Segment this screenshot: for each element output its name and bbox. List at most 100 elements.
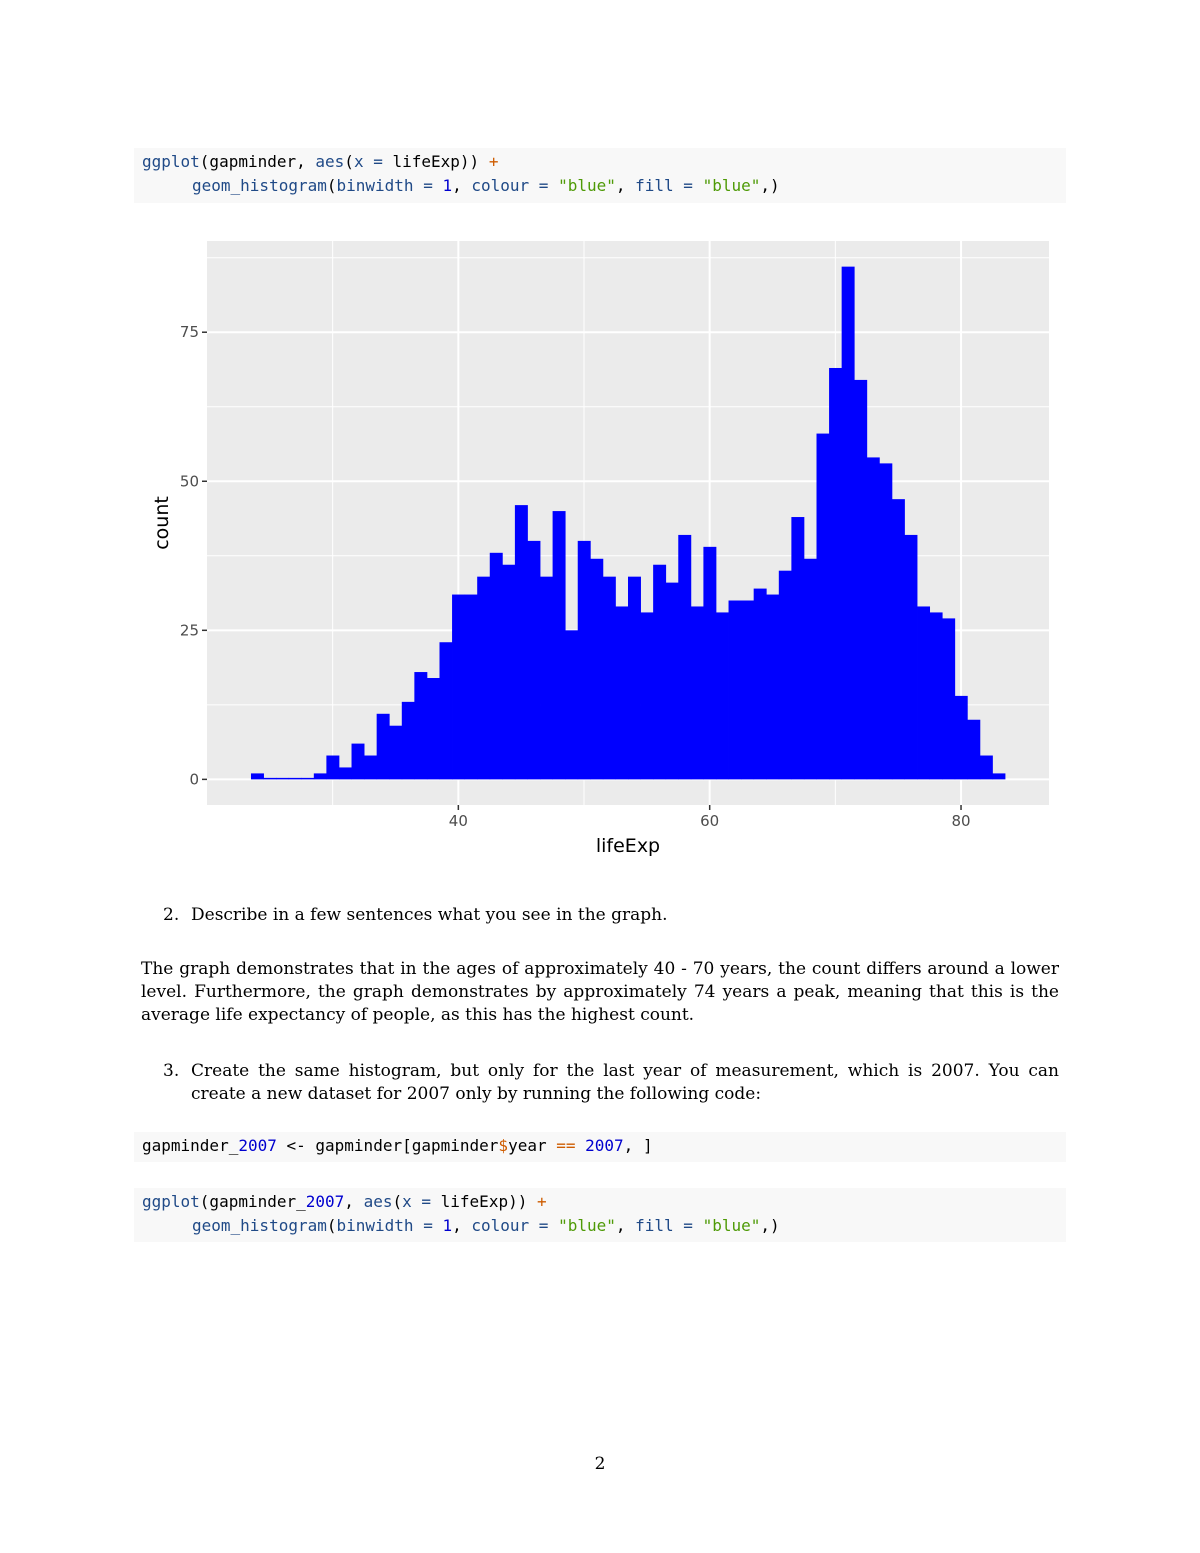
x-tick-label: 80 — [951, 812, 970, 830]
code-token: colour = — [471, 176, 549, 195]
code-token — [548, 1216, 558, 1235]
histogram-bar — [414, 672, 428, 780]
code-token: aes — [363, 1192, 393, 1211]
code-token: ,) — [760, 176, 780, 195]
code-token: ( — [326, 176, 337, 195]
histogram-bar — [464, 594, 478, 780]
y-tick-label: 25 — [180, 621, 199, 639]
histogram-bar — [917, 606, 931, 780]
code-token: geom_histogram — [192, 176, 327, 195]
page-number: 2 — [594, 1454, 606, 1474]
y-axis-title: count — [151, 496, 173, 550]
histogram-bar — [389, 725, 403, 780]
code-token: ggplot — [142, 152, 200, 171]
histogram-bar — [841, 266, 855, 780]
histogram-bar — [678, 534, 692, 780]
histogram-bar — [816, 433, 830, 780]
x-axis-title: lifeExp — [596, 835, 660, 857]
histogram-bar — [615, 606, 629, 780]
code-token: ,) — [760, 1216, 780, 1235]
code-token: "blue" — [558, 1216, 616, 1235]
histogram-bar — [741, 600, 755, 780]
y-tick-label: 75 — [180, 323, 199, 341]
histogram-bar — [715, 612, 729, 780]
histogram-bar — [904, 534, 918, 780]
histogram-bar — [288, 777, 302, 780]
histogram-bar — [364, 755, 378, 780]
code-token: , — [615, 1216, 636, 1235]
code-token: aes — [315, 152, 345, 171]
code-token: , ] — [623, 1136, 653, 1155]
code-token: , — [452, 1216, 472, 1235]
code-token: , — [615, 176, 636, 195]
histogram-bar — [514, 505, 528, 780]
x-axis: 40 60 80 — [449, 805, 971, 830]
code-token: ( — [326, 1216, 337, 1235]
histogram-bar — [929, 612, 943, 780]
histogram-bar — [753, 588, 767, 780]
histogram-bar — [829, 367, 843, 780]
list-item-text: Create the same histogram, but only for … — [191, 1061, 1059, 1104]
histogram-bar — [690, 606, 704, 780]
code-line: ggplot(gapminder, aes(x = lifeExp)) + — [142, 150, 1066, 174]
histogram-bar — [452, 594, 466, 780]
code-token: gapminder_ — [142, 1136, 239, 1155]
histogram-bar — [276, 777, 290, 780]
histogram-bar — [992, 773, 1006, 780]
histogram-bar — [401, 701, 415, 780]
code-line: geom_histogram(binwidth = 1, colour = "b… — [142, 1214, 1066, 1238]
histogram-bar — [942, 618, 956, 780]
code-token: 1 — [442, 176, 453, 195]
histogram-bar — [565, 630, 579, 780]
y-tick-label: 50 — [180, 472, 199, 490]
histogram-bar — [301, 777, 315, 780]
histogram-bar — [879, 463, 893, 780]
code-line: ggplot(gapminder_2007, aes(x = lifeExp))… — [142, 1190, 1066, 1214]
histogram-bar — [376, 713, 390, 780]
code-token: 2007 — [585, 1136, 624, 1155]
code-token: fill = — [635, 1216, 693, 1235]
code-token: 2007 — [305, 1192, 345, 1211]
histogram-bar — [728, 600, 742, 780]
histogram-bar — [527, 540, 541, 780]
code-token — [576, 1136, 586, 1155]
x-tick-label: 60 — [700, 812, 719, 830]
histogram-bar — [967, 719, 981, 780]
histogram-bar — [653, 564, 667, 780]
code-token — [548, 176, 558, 195]
code-block-ggplot-2007: ggplot(gapminder_2007, aes(x = lifeExp))… — [134, 1188, 1066, 1242]
x-tick-label: 40 — [449, 812, 468, 830]
code-token: + — [488, 152, 499, 171]
histogram-chart: 0 25 50 75 40 60 80 lifeExp count — [151, 241, 1049, 857]
histogram-bar — [577, 540, 591, 780]
histogram-bar — [552, 511, 566, 780]
histogram-bar — [891, 499, 905, 780]
histogram-bar — [854, 379, 868, 780]
histogram-bar — [439, 642, 453, 780]
code-token: , — [344, 1192, 364, 1211]
code-token: 1 — [442, 1216, 453, 1235]
code-token: year — [508, 1136, 557, 1155]
histogram-bar — [540, 576, 553, 780]
histogram-bar — [954, 695, 968, 780]
code-token: <- gapminder[gapminder — [276, 1136, 499, 1155]
code-block-subset: gapminder_2007 <- gapminder[gapminder$ye… — [134, 1132, 1066, 1162]
histogram-bar — [502, 564, 516, 780]
code-token: + — [536, 1192, 547, 1211]
code-token: lifeExp)) — [431, 1192, 537, 1211]
code-token: (gapminder_ — [199, 1192, 306, 1211]
y-axis: 0 25 50 75 — [180, 323, 207, 788]
code-token: lifeExp)) — [382, 152, 489, 171]
histogram-bar — [766, 594, 780, 780]
answer-paragraph: The graph demonstrates that in the ages … — [141, 959, 1059, 1025]
histogram-bar — [250, 773, 264, 780]
code-token: "blue" — [702, 1216, 761, 1235]
code-token: (gapminder, — [199, 152, 316, 171]
code-token: ( — [344, 152, 354, 171]
histogram-bar — [426, 678, 440, 780]
list-item-text: Describe in a few sentences what you see… — [191, 905, 668, 925]
code-token: 2007 — [238, 1136, 277, 1155]
code-block-ggplot: ggplot(gapminder, aes(x = lifeExp)) + ge… — [134, 148, 1066, 203]
list-item-number: 3. — [163, 1061, 180, 1081]
histogram-bar — [590, 558, 604, 780]
